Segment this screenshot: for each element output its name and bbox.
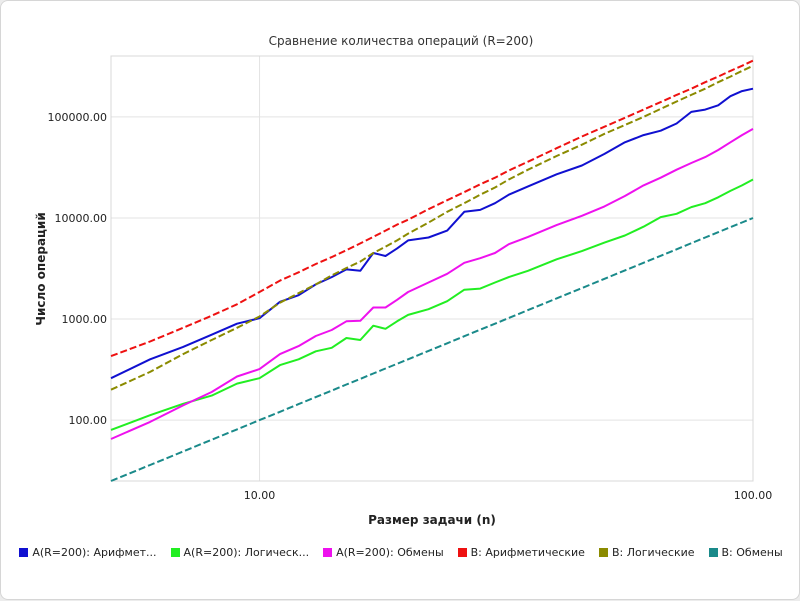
series-layer [110,59,754,482]
legend-label: B: Обмены [721,545,783,559]
y-tick-label: 10000.00 [55,212,108,225]
legend-swatch [457,547,467,557]
series-line-4 [110,59,754,358]
legend-item[interactable]: A(R=200): Логическ... [170,545,310,559]
series-line-2 [110,178,754,431]
tick-layer: 10.00 100.00 100.00 1000.00 10000.00 100000.0… [48,111,773,502]
series-line-3 [110,128,754,440]
plot-area-border [110,55,754,482]
y-tick-label: 100.00 [69,414,108,427]
legend-label: B: Логические [611,545,695,559]
x-axis-label: Размер задачи (n) [368,513,496,527]
y-axis-label: Число операций [34,212,48,326]
series-line-6 [110,217,754,482]
legend-swatch [708,547,718,557]
x-tick-label: 10.00 [244,489,276,502]
y-tick-label: 100000.00 [48,111,108,124]
legend-swatch [323,547,333,557]
series-line-1 [110,87,754,380]
legend-swatch [170,547,180,557]
legend-label: A(R=200): Логическ... [183,545,310,559]
y-tick-label: 1000.00 [62,313,108,326]
x-tick-label: 100.00 [734,489,773,502]
legend-swatch [598,547,608,557]
legend-label: A(R=200): Арифмет... [32,545,157,559]
legend: A(R=200): Арифмет... A(R=200): Логическ..… [1,541,800,563]
legend-item[interactable]: A(R=200): Арифмет... [19,545,157,559]
legend-item[interactable]: B: Логические [598,545,695,559]
legend-item[interactable]: A(R=200): Обмены [323,546,444,559]
legend-label: A(R=200): Обмены [336,545,444,559]
chart-title: Сравнение количества операций (R=200) [269,34,534,48]
series-line-5 [110,64,754,391]
grid-layer [111,56,754,481]
legend-label: B: Арифметические [470,545,585,559]
legend-item[interactable]: B: Арифметические [457,545,585,559]
legend-swatch [19,547,29,557]
legend-item[interactable]: B: Обмены [708,545,783,559]
